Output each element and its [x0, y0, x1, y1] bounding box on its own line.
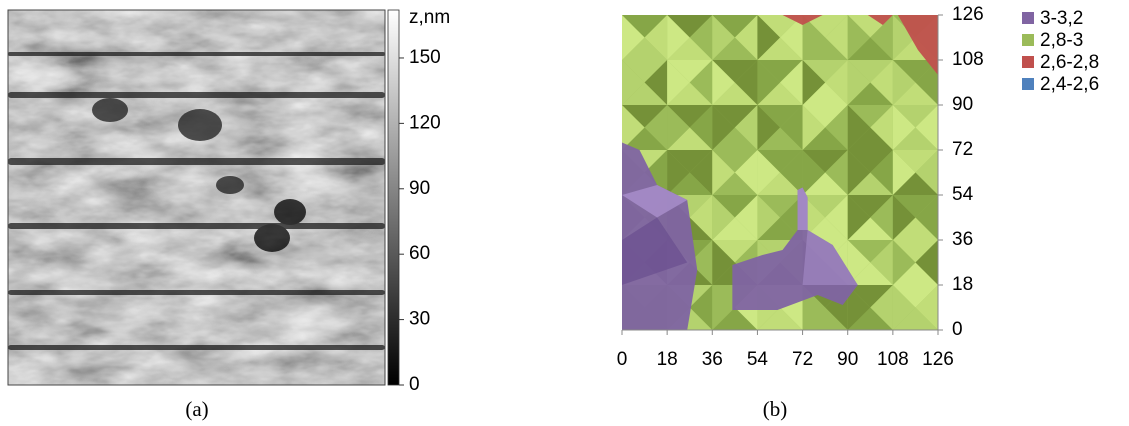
figure: 0 30 60 90 120 150 z,nm (a) 0 18 36 54 72 90 108 126 0 18…: [0, 0, 1129, 426]
caption: (b): [763, 397, 788, 421]
colorbar-tick-label: 90: [409, 178, 430, 199]
x-tick-label: 0: [617, 349, 628, 370]
legend-swatch: [1022, 12, 1034, 24]
y-tick-label: 18: [952, 274, 973, 295]
x-tick-label: 36: [702, 349, 723, 370]
y-tick-label: 72: [952, 139, 973, 160]
x-tick-label: 90: [837, 349, 858, 370]
colorbar-tick-label: 0: [409, 374, 420, 395]
y-tick-label: 0: [952, 319, 963, 340]
legend-label: 2,6-2,8: [1040, 52, 1099, 73]
colorbar-label: z,nm: [409, 7, 450, 28]
legend-swatch: [1022, 56, 1034, 68]
afm-image: [8, 10, 385, 385]
plot-area: [622, 15, 938, 330]
y-tick-label: 36: [952, 229, 973, 250]
legend-swatch: [1022, 78, 1034, 90]
colorbar-tick-label: 60: [409, 243, 430, 264]
x-tick-label: 18: [657, 349, 678, 370]
legend-label: 2,4-2,6: [1040, 74, 1099, 95]
x-tick-label: 54: [747, 349, 769, 370]
colorbar: [388, 10, 399, 385]
colorbar-tick-label: 150: [409, 47, 441, 68]
colorbar-tick-label: 30: [409, 309, 430, 330]
x-tick-label: 126: [922, 349, 954, 370]
legend-swatch: [1022, 34, 1034, 46]
legend-label: 2,8-3: [1040, 30, 1083, 51]
caption: (a): [185, 397, 208, 421]
y-tick-label: 90: [952, 94, 973, 115]
y-tick-label: 54: [952, 184, 974, 205]
x-tick-label: 72: [792, 349, 813, 370]
x-tick-label: 108: [877, 349, 909, 370]
y-tick-label: 108: [952, 49, 984, 70]
y-tick-label: 126: [952, 4, 984, 25]
legend-label: 3-3,2: [1040, 8, 1083, 29]
colorbar-tick-label: 120: [409, 112, 441, 133]
